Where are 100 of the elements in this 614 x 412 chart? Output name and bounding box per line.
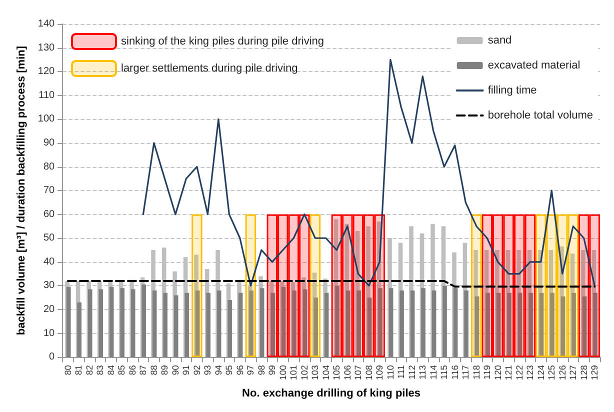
x-tick-label: 111 [396, 365, 406, 379]
x-tick-label: 87 [138, 365, 148, 376]
bar [367, 298, 372, 358]
y-tick-label: 50 [43, 232, 56, 244]
bar [281, 286, 286, 358]
bar [184, 292, 189, 358]
bar [260, 288, 264, 358]
x-tick-label: 102 [299, 365, 310, 380]
x-axis-title: No. exchange drilling of king piles [242, 388, 421, 400]
bar [310, 214, 321, 358]
bar [557, 214, 568, 358]
bar [589, 214, 600, 358]
bar [266, 214, 278, 358]
x-tick-label: 97 [246, 365, 256, 376]
y-tick-label: 140 [38, 18, 56, 30]
legend-label: borehole total volume [488, 110, 594, 122]
bar [174, 295, 178, 358]
bar [421, 288, 426, 358]
y-tick-label: 70 [43, 185, 56, 196]
y-tick-label: 90 [43, 137, 56, 148]
x-tick-label: 110 [385, 365, 396, 380]
bar [206, 292, 210, 358]
bar [66, 286, 71, 358]
bar [109, 286, 114, 358]
x-tick-label: 114 [428, 365, 438, 380]
x-tick-label: 127 [568, 365, 578, 380]
bar [324, 292, 329, 358]
x-tick-label: 90 [170, 365, 180, 376]
bar [582, 296, 587, 358]
legend-label: sand [488, 34, 512, 46]
x-tick-label: 109 [374, 365, 385, 380]
x-tick-label: 129 [590, 365, 600, 380]
bar [356, 290, 361, 358]
bar [464, 290, 468, 358]
bar [292, 290, 296, 358]
x-tick-label: 104 [320, 365, 331, 380]
x-tick-label: 91 [181, 365, 192, 376]
bar [364, 214, 374, 358]
bar [335, 286, 340, 358]
x-tick-label: 119 [482, 365, 492, 380]
x-tick-label: 80 [62, 365, 73, 376]
bar [560, 296, 566, 358]
bar [288, 214, 300, 358]
x-tick-label: 116 [450, 365, 460, 380]
x-tick-label: 95 [224, 365, 234, 376]
bar [120, 288, 124, 358]
x-tick-label: 96 [234, 365, 245, 376]
bar [245, 214, 256, 358]
x-tick-label: 112 [406, 365, 417, 380]
y-tick-label: 20 [43, 304, 56, 315]
bar [503, 214, 514, 358]
y-tick-label: 30 [43, 280, 56, 292]
x-tick-label: 107 [353, 365, 364, 380]
bar [578, 214, 590, 358]
bar [142, 284, 146, 358]
legend-label: sinking of the king piles during pile driving [121, 36, 324, 48]
bar [507, 292, 512, 358]
bar [163, 292, 168, 358]
bar [518, 292, 522, 358]
x-tick-label: 106 [342, 365, 352, 380]
x-tick-label: 124 [536, 365, 546, 380]
x-tick-label: 85 [116, 365, 127, 376]
bar [400, 290, 404, 358]
bar [528, 292, 533, 358]
bar [342, 214, 353, 358]
x-tick-label: 101 [288, 365, 299, 380]
x-tick-label: 88 [148, 365, 159, 376]
bar [331, 214, 342, 358]
y-tick-label: 80 [43, 161, 56, 172]
x-tick-label: 92 [192, 365, 202, 376]
x-tick-label: 113 [418, 365, 428, 380]
bar [453, 288, 458, 358]
y-tick-label: 110 [38, 90, 56, 101]
x-tick-label: 103 [310, 365, 320, 380]
bar [98, 289, 103, 358]
x-tick-label: 98 [256, 365, 266, 376]
bar [410, 290, 415, 358]
bar [442, 286, 447, 358]
x-tick-label: 81 [74, 365, 84, 376]
legend-label: larger settlements during pile driving [121, 62, 298, 74]
x-tick-label: 122 [514, 365, 524, 380]
y-tick-label: 130 [38, 42, 56, 54]
x-tick-label: 89 [160, 365, 170, 376]
x-tick-label: 126 [557, 365, 568, 380]
bar [352, 214, 364, 358]
bar [482, 214, 493, 358]
legend-label: excavated material [488, 60, 580, 72]
x-tick-label: 123 [525, 365, 536, 380]
bar [216, 290, 222, 358]
bar [593, 292, 598, 358]
bar [130, 289, 136, 358]
y-tick-label: 0 [49, 352, 56, 363]
bar [474, 296, 480, 358]
y-tick-label: 60 [43, 208, 56, 220]
x-tick-label: 108 [364, 365, 374, 380]
bar [388, 288, 394, 358]
bar [492, 214, 504, 358]
bar [270, 292, 275, 358]
bar [278, 214, 288, 358]
x-tick-label: 84 [106, 365, 116, 376]
